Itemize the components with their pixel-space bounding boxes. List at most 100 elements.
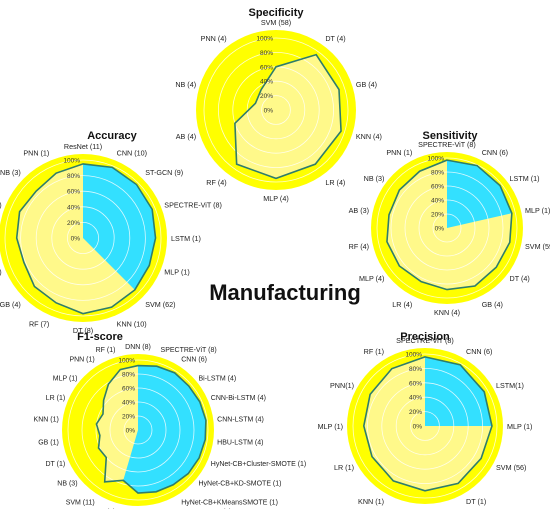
sensitivity-category-label: KNN (4)	[434, 308, 460, 317]
f1-score-category-label: CNN-Bi-LSTM (4)	[211, 395, 266, 402]
accuracy-category-label: DT (8)	[73, 326, 93, 335]
sensitivity-category-label: SVM (59)	[525, 242, 550, 251]
f1-score-grid-ring	[95, 387, 181, 473]
precision-category-label: KNN (1)	[358, 497, 384, 506]
precision-category-label: CNN (6)	[466, 347, 492, 356]
f1-score-category-label: MLP (1)	[53, 376, 78, 383]
precision-category-label: SVM (56)	[496, 463, 526, 472]
f1-score-series-line	[95, 364, 207, 494]
sensitivity-tick-label: 100%	[427, 156, 444, 163]
f1-score-tick-label: 20%	[122, 414, 135, 421]
accuracy-tick-label: 40%	[67, 204, 80, 211]
accuracy-tick-label: 100%	[63, 158, 80, 165]
sensitivity-tick-label: 40%	[431, 198, 444, 205]
f1-score-category-label: GB (1)	[38, 439, 59, 446]
accuracy-highlight-sector	[83, 163, 156, 290]
f1-score-title: F1-score	[77, 331, 123, 343]
sensitivity-grid-ring	[418, 199, 476, 257]
f1-score-category-label: DNN (8)	[125, 344, 151, 351]
precision-tick-label: 100%	[405, 352, 422, 359]
f1-score-tick-label: 40%	[122, 400, 135, 407]
f1-score-category-label: LR (1)	[46, 395, 65, 402]
sensitivity-highlight-sector	[447, 160, 512, 228]
precision-category-label: SPECTRE-ViT (8)	[396, 336, 454, 345]
accuracy-category-label: AB (3)	[0, 200, 2, 209]
sensitivity-grid-ring	[376, 157, 518, 299]
sensitivity-grid-ring	[390, 171, 504, 285]
f1-score-tick-label: 0%	[126, 428, 136, 435]
f1-score-category-label: SPECTRE-ViT (8)	[161, 347, 217, 354]
precision-category-label: DT (1)	[466, 497, 486, 506]
precision-category-label: LSTM(1)	[496, 381, 524, 390]
accuracy-grid-ring	[67, 221, 100, 254]
specificity-category-label: LR (4)	[325, 178, 345, 187]
specificity-radar: Specificity 0% 20% 40% 60% 80% 100% SVM (58) DT …	[175, 7, 382, 203]
accuracy-category-label: SVM (62)	[145, 300, 175, 309]
f1-score-category-label: CNN-LSTM (4)	[217, 417, 264, 424]
sensitivity-radar: Sensitivity 0% 20% 40% 60% 80% 100% SPECTRE-ViT…	[349, 130, 550, 317]
accuracy-tick-label: 0%	[71, 236, 81, 243]
specificity-category-label: SVM (58)	[261, 18, 291, 27]
specificity-category-label: RF (4)	[206, 178, 226, 187]
precision-tick-label: 60%	[409, 380, 422, 387]
precision-series-line	[362, 356, 493, 492]
specificity-tick-label: 0%	[264, 108, 274, 115]
f1-score-radar: F1-score 0% 20% 40% 60% 80% 100% DNN (8) SPECTRE…	[34, 331, 307, 509]
specificity-category-label: GB (4)	[356, 80, 377, 89]
sensitivity-series-line	[386, 159, 513, 291]
sensitivity-category-label: NB (3)	[364, 174, 385, 183]
specificity-tick-label: 20%	[260, 93, 273, 100]
sensitivity-category-label: SPECTRE-ViT (8)	[418, 140, 476, 149]
f1-score-category-label: PNN (1)	[69, 357, 94, 364]
accuracy-category-label: KNN (10)	[117, 319, 147, 328]
accuracy-grid-ring	[4, 159, 162, 317]
accuracy-grid-ring	[35, 190, 131, 286]
f1-score-category-label: HBU-LSTM (4)	[217, 439, 263, 446]
specificity-tick-label: 80%	[260, 50, 273, 57]
precision-tick-label: 0%	[413, 424, 423, 431]
precision-highlight-sector	[425, 356, 492, 426]
precision-grid-ring	[352, 353, 498, 499]
specificity-tick-label: 60%	[260, 64, 273, 71]
precision-category-label: PNN(1)	[330, 381, 354, 390]
f1-score-category-label: DT (1)	[46, 461, 66, 468]
specificity-category-label: DT (4)	[325, 34, 345, 43]
precision-tick-label: 40%	[409, 395, 422, 402]
center-title: Manufacturing	[209, 280, 361, 305]
accuracy-category-label: NB (3)	[0, 168, 21, 177]
f1-score-category-label: HyNet-CB+KD-SMOTE (1)	[198, 480, 281, 487]
precision-grid-ring	[395, 396, 455, 456]
specificity-series-line	[234, 53, 342, 180]
sensitivity-category-label: DT (4)	[510, 274, 530, 283]
accuracy-series-line	[15, 163, 157, 315]
accuracy-radar: Accuracy 0% 20% 40% 60% 80% 100% ResNet (11) CNN…	[0, 130, 222, 335]
precision-category-label: MLP (1)	[507, 422, 532, 431]
accuracy-category-label: PNN (1)	[23, 149, 49, 158]
sensitivity-tick-label: 20%	[431, 212, 444, 219]
sensitivity-category-label: PNN (1)	[386, 148, 412, 157]
sensitivity-tick-label: 60%	[431, 184, 444, 191]
f1-score-category-label: Bi-LSTM (4)	[198, 376, 236, 383]
accuracy-category-label: ST-GCN (9)	[145, 168, 183, 177]
precision-title: Precision	[400, 331, 450, 343]
sensitivity-category-label: GB (4)	[482, 300, 503, 309]
f1-score-category-label: SVM (11)	[66, 499, 95, 506]
precision-category-label: RF (1)	[364, 347, 384, 356]
sensitivity-category-label: LSTM (1)	[510, 174, 540, 183]
f1-score-tick-label: 60%	[122, 386, 135, 393]
f1-score-category-label: NB (3)	[57, 480, 77, 487]
accuracy-category-label: ResNet (11)	[64, 142, 102, 151]
sensitivity-grid-ring	[432, 213, 462, 243]
specificity-title: Specificity	[248, 7, 304, 19]
sensitivity-tick-label: 0%	[435, 226, 445, 233]
specificity-grid-ring	[203, 37, 349, 183]
specificity-tick-label: 40%	[260, 79, 273, 86]
specificity-category-label: PNN (4)	[201, 34, 227, 43]
sensitivity-title: Sensitivity	[422, 130, 478, 142]
specificity-grid-ring	[246, 80, 306, 140]
accuracy-category-label: GB (4)	[0, 300, 21, 309]
f1-score-tick-label: 80%	[122, 372, 135, 379]
accuracy-grid-ring	[51, 206, 115, 270]
sensitivity-category-label: MLP (4)	[359, 274, 384, 283]
accuracy-grid-ring	[20, 175, 146, 301]
